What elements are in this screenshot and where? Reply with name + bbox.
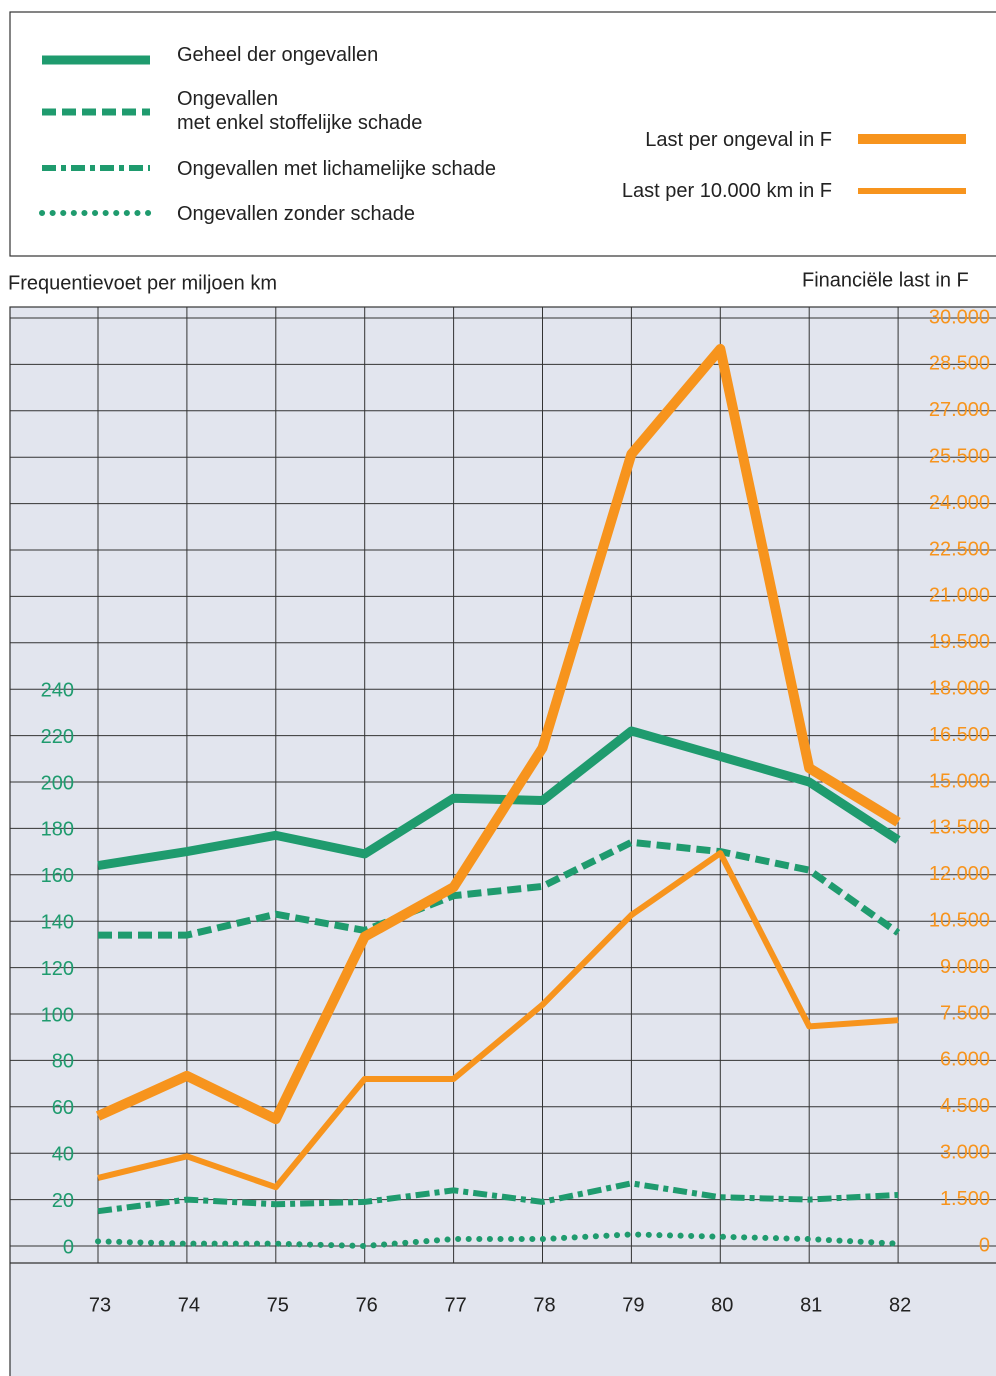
legend-label: Ongevallen met enkel stoffelijke schade <box>177 88 423 134</box>
y-tick-label: 160 <box>41 865 74 887</box>
y2-axis-label: Financiële last in F <box>802 269 969 291</box>
legend-label: Ongevallen zonder schade <box>177 203 415 225</box>
y-tick-label: 180 <box>41 819 74 841</box>
y-tick-label: 80 <box>52 1051 74 1073</box>
y2-tick-label: 4.500 <box>940 1095 990 1117</box>
x-tick-label: 74 <box>178 1294 200 1316</box>
y-tick-label: 120 <box>41 958 74 980</box>
y2-tick-label: 1.500 <box>940 1188 990 1210</box>
x-tick-label: 75 <box>267 1294 289 1316</box>
x-tick-label: 77 <box>444 1294 466 1316</box>
y2-tick-label: 6.000 <box>940 1049 990 1071</box>
y2-tick-label: 12.000 <box>929 863 990 885</box>
y2-tick-label: 0 <box>979 1234 990 1256</box>
y2-tick-label: 25.500 <box>929 445 990 467</box>
y-tick-label: 40 <box>52 1143 74 1165</box>
y-tick-label: 140 <box>41 911 74 933</box>
legend-label: Last per ongeval in F <box>645 129 832 151</box>
legend-box <box>9 11 996 257</box>
x-tick-label: 73 <box>89 1294 111 1316</box>
y2-tick-label: 18.000 <box>929 677 990 699</box>
y-tick-label: 220 <box>41 726 74 748</box>
series-line <box>98 838 901 939</box>
y2-tick-label: 15.000 <box>929 770 990 792</box>
y2-tick-label: 21.000 <box>929 585 990 607</box>
y-tick-label: 200 <box>41 772 74 794</box>
x-tick-label: 81 <box>800 1294 822 1316</box>
y2-tick-label: 19.500 <box>929 631 990 653</box>
x-tick-label: 82 <box>889 1294 911 1316</box>
y2-tick-label: 10.500 <box>929 909 990 931</box>
x-tick-label: 76 <box>356 1294 378 1316</box>
y-tick-label: 20 <box>52 1190 74 1212</box>
y-axis-label: Frequentievoet per miljoen km <box>8 272 277 294</box>
y2-tick-label: 7.500 <box>940 1002 990 1024</box>
series-line <box>97 726 901 870</box>
series-line <box>95 1231 902 1249</box>
y2-tick-label: 22.500 <box>929 538 990 560</box>
series-line <box>95 343 901 1125</box>
y2-tick-label: 13.500 <box>929 817 990 839</box>
x-tick-label: 79 <box>622 1294 644 1316</box>
y2-tick-label: 3.000 <box>940 1141 990 1163</box>
y2-tick-label: 9.000 <box>940 956 990 978</box>
y2-tick-label: 30.000 <box>929 306 990 328</box>
series-line <box>97 850 899 1191</box>
y-tick-label: 240 <box>41 679 74 701</box>
y-tick-label: 0 <box>63 1236 74 1258</box>
legend-label: Ongevallen met lichamelijke schade <box>177 158 497 180</box>
y2-tick-label: 24.000 <box>929 492 990 514</box>
x-tick-label: 78 <box>533 1294 555 1316</box>
y2-tick-label: 28.500 <box>929 353 990 375</box>
legend-label: Last per 10.000 km in F <box>621 180 832 202</box>
y-tick-label: 60 <box>52 1097 74 1119</box>
x-tick-label: 80 <box>711 1294 733 1316</box>
legend-label: Geheel der ongevallen <box>177 44 379 66</box>
y-tick-label: 100 <box>41 1004 74 1026</box>
series-line <box>97 1180 899 1215</box>
plot-area <box>9 306 996 1376</box>
y2-tick-label: 27.000 <box>929 399 990 421</box>
y2-tick-label: 16.500 <box>929 724 990 746</box>
